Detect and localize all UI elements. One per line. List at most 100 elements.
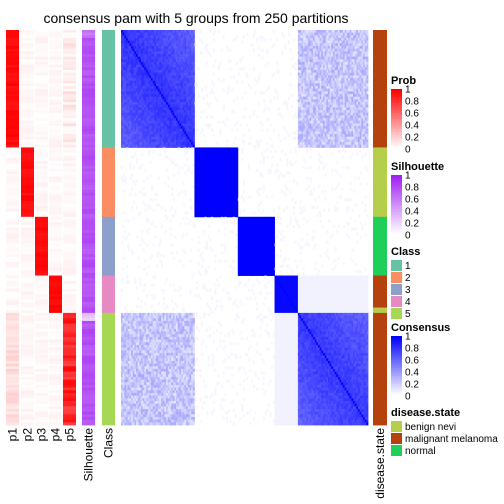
consensus-cell bbox=[239, 123, 241, 126]
prob-cell bbox=[6, 54, 19, 57]
class-cell bbox=[102, 129, 115, 132]
prob-cell bbox=[63, 161, 76, 164]
prob-cell bbox=[35, 217, 48, 220]
prob-cell bbox=[63, 326, 76, 329]
prob-cell bbox=[63, 409, 76, 412]
prob-cell bbox=[35, 406, 48, 409]
prob-cell bbox=[35, 203, 48, 206]
class-cell bbox=[102, 97, 115, 100]
silhouette-cell bbox=[82, 326, 95, 329]
class-cell bbox=[102, 81, 115, 84]
consensus-cell bbox=[256, 139, 258, 142]
class-cell bbox=[102, 105, 115, 108]
prob-cell bbox=[6, 273, 19, 276]
prob-cell bbox=[6, 150, 19, 153]
consensus-cell bbox=[288, 97, 290, 100]
prob-cell bbox=[63, 137, 76, 140]
class-cell bbox=[102, 305, 115, 308]
consensus-cell bbox=[285, 137, 287, 140]
prob-cell bbox=[63, 54, 76, 57]
class-cell bbox=[102, 382, 115, 385]
prob-cell bbox=[6, 236, 19, 239]
prob-cell bbox=[35, 364, 48, 367]
prob-cell bbox=[6, 33, 19, 36]
class-cell bbox=[102, 393, 115, 396]
class-cell bbox=[102, 110, 115, 113]
silhouette-cell bbox=[82, 273, 95, 276]
prob-cell bbox=[6, 201, 19, 204]
prob-cell bbox=[6, 155, 19, 158]
consensus-cell bbox=[255, 78, 257, 81]
silhouette-cell bbox=[82, 102, 95, 105]
prob-cell bbox=[49, 356, 62, 359]
prob-cell bbox=[63, 51, 76, 54]
prob-cell bbox=[6, 278, 19, 281]
class-cell bbox=[102, 300, 115, 303]
prob-cell bbox=[6, 420, 19, 423]
prob-cell bbox=[21, 131, 34, 134]
consensus-cell bbox=[204, 139, 206, 142]
consensus-cell bbox=[250, 137, 252, 140]
silhouette-cell bbox=[82, 385, 95, 388]
class-cell bbox=[102, 86, 115, 89]
prob-cell bbox=[35, 422, 48, 425]
prob-cell bbox=[6, 121, 19, 124]
prob-cell bbox=[6, 139, 19, 142]
silhouette-cell bbox=[82, 209, 95, 212]
class-cell bbox=[102, 241, 115, 244]
prob-cell bbox=[35, 332, 48, 335]
consensus-cell bbox=[228, 89, 230, 92]
prob-cell bbox=[6, 289, 19, 292]
class-cell bbox=[102, 276, 115, 279]
prob-cell bbox=[49, 273, 62, 276]
silhouette-cell bbox=[82, 228, 95, 231]
consensus-cell bbox=[241, 57, 243, 60]
prob-cell bbox=[35, 369, 48, 372]
prob-cell bbox=[6, 270, 19, 273]
prob-cell bbox=[63, 166, 76, 169]
prob-cell bbox=[35, 185, 48, 188]
prob-cell bbox=[35, 89, 48, 92]
silhouette-cell bbox=[82, 236, 95, 239]
prob-cell bbox=[6, 75, 19, 78]
consensus-cell bbox=[234, 38, 236, 41]
class-cell bbox=[102, 169, 115, 172]
prob-cell bbox=[35, 174, 48, 177]
silhouette-cell bbox=[82, 329, 95, 332]
prob-cell bbox=[49, 358, 62, 361]
prob-cell bbox=[63, 348, 76, 351]
consensus-cell bbox=[209, 54, 211, 57]
class-cell bbox=[102, 147, 115, 150]
consensus-cell bbox=[233, 99, 235, 102]
prob-cell bbox=[63, 38, 76, 41]
consensus-cell bbox=[261, 35, 263, 38]
class-cell bbox=[102, 193, 115, 196]
consensus-cell bbox=[206, 43, 208, 46]
prob-cell bbox=[35, 337, 48, 340]
prob-cell bbox=[35, 294, 48, 297]
prob-cell bbox=[49, 398, 62, 401]
prob-cell bbox=[49, 91, 62, 94]
prob-cell bbox=[21, 340, 34, 343]
consensus-cell bbox=[271, 46, 273, 49]
silhouette-cell bbox=[82, 73, 95, 76]
silhouette-cell bbox=[82, 284, 95, 287]
prob-cell bbox=[63, 211, 76, 214]
prob-cell bbox=[21, 193, 34, 196]
prob-cell bbox=[63, 78, 76, 81]
consensus-cell bbox=[270, 99, 272, 102]
silhouette-cell bbox=[82, 113, 95, 116]
silhouette-cell bbox=[82, 324, 95, 327]
consensus-cell bbox=[234, 137, 236, 140]
prob-cell bbox=[63, 254, 76, 257]
prob-cell bbox=[6, 206, 19, 209]
prob-cell bbox=[21, 105, 34, 108]
prob-cell bbox=[21, 145, 34, 148]
prob-cell bbox=[63, 377, 76, 380]
class-cell bbox=[102, 62, 115, 65]
prob-cell bbox=[35, 97, 48, 100]
prob-cell bbox=[6, 158, 19, 161]
consensus-cell bbox=[223, 78, 225, 81]
prob-cell bbox=[63, 297, 76, 300]
class-cell bbox=[102, 150, 115, 153]
